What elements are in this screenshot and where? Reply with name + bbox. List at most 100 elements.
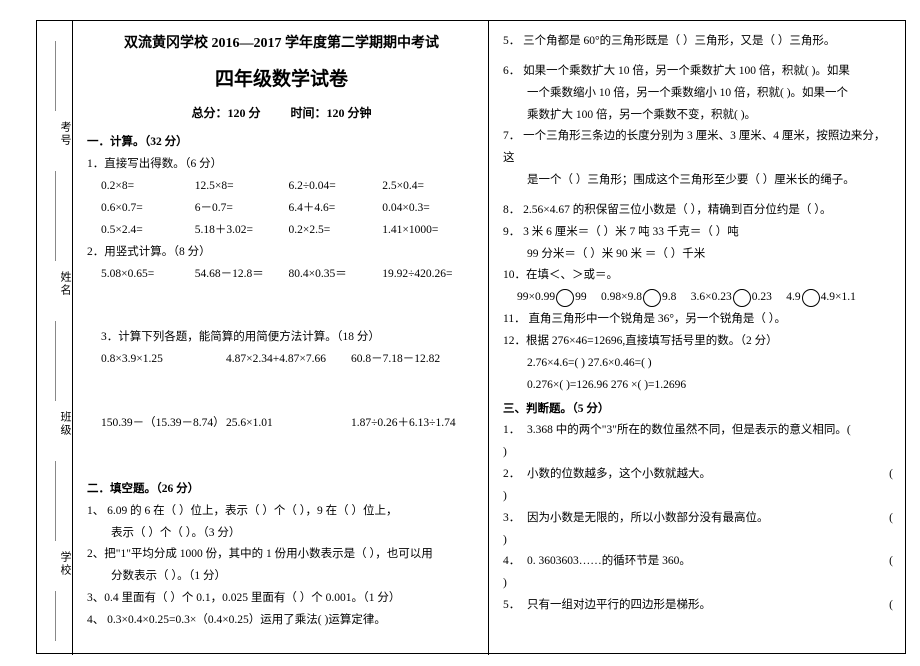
cmp-right: 9.8 xyxy=(662,291,676,303)
fill-q8: 8． 2.56×4.67 的积保留三位小数是（ ），精确到百分位约是（ ）。 xyxy=(503,200,893,222)
calc-row: 0.5×2.4= 5.18＋3.02= 0.2×2.5= 1.41×1000= xyxy=(87,220,476,242)
binding-label-class: 班级 xyxy=(37,411,73,437)
fill-q12a: 2.76×4.6=( ) 27.6×0.46=( ) xyxy=(503,353,893,375)
binding-column: 考号 姓名 班级 学校 xyxy=(37,21,73,655)
calc-item: 5.08×0.65= xyxy=(101,264,195,286)
calc-item: 6－0.7= xyxy=(195,198,289,220)
fill-q3: 3、0.4 里面有（ ）个 0.1，0.025 里面有（ ）个 0.001。（1… xyxy=(87,588,476,610)
calc-row: 0.2×8= 12.5×8= 6.2÷0.04= 2.5×0.4= xyxy=(87,176,476,198)
fill-q7b: 是一个（ ）三角形；围成这个三角形至少要（ ）厘米长的绳子。 xyxy=(503,170,893,192)
cmp-left: 4.9 xyxy=(786,291,800,303)
calc-item: 25.6×1.01 xyxy=(226,413,351,435)
q-number: 3． xyxy=(503,508,520,530)
binding-line xyxy=(55,321,56,401)
calc-item: 54.68－12.8＝ xyxy=(195,264,289,286)
sub-1-2: 2．用竖式计算。（8 分） xyxy=(87,242,476,264)
circle-blank xyxy=(802,289,820,307)
q-text: 只有一组对边平行的四边形是梯形。 xyxy=(527,599,711,611)
calc-item: 150.39－（15.39－8.74） xyxy=(101,413,226,435)
calc-row: 0.6×0.7= 6－0.7= 6.4＋4.6= 0.04×0.3= xyxy=(87,198,476,220)
cmp-left: 3.6×0.23 xyxy=(691,291,732,303)
time-limit: 时间：120 分钟 xyxy=(291,106,372,120)
fill-q6c: 乘数扩大 100 倍，另一个乘数不变，积就( )。 xyxy=(503,105,893,127)
binding-line xyxy=(55,461,56,541)
fill-q1a: 1、 6.09 的 6 在（ ）位上，表示（ ）个（ ），9 在（ ）位上， xyxy=(87,501,476,523)
calc-item: 1.41×1000= xyxy=(382,220,476,242)
fill-q6a: 6． 如果一个乘数扩大 10 倍，另一个乘数扩大 100 倍，积就( )。如果 xyxy=(503,61,893,83)
cmp-right: 99 xyxy=(575,291,587,303)
q-text: 因为小数是无限的，所以小数部分没有最高位。 xyxy=(527,512,769,524)
fill-q10: 10．在填＜、＞或＝。 xyxy=(503,265,893,287)
sub-1-1: 1．直接写出得数。（6 分） xyxy=(87,154,476,176)
paren-open: ( xyxy=(889,595,893,617)
calc-item: 0.6×0.7= xyxy=(101,198,195,220)
calc-row: 5.08×0.65= 54.68－12.8＝ 80.4×0.35＝ 19.92÷… xyxy=(87,264,476,286)
content-area: 双流黄冈学校 2016—2017 学年度第二学期期中考试 四年级数学试卷 总分：… xyxy=(73,21,905,655)
q-number: 4． xyxy=(503,551,520,573)
fill-q9a: 9． 3 米 6 厘米＝（ ）米 7 吨 33 千克＝（ ）吨 xyxy=(503,222,893,244)
fill-q2a: 2、把"1"平均分成 1000 份，其中的 1 份用小数表示是（ ），也可以用 xyxy=(87,544,476,566)
calc-row: 0.8×3.9×1.25 4.87×2.34+4.87×7.66 60.8－7.… xyxy=(87,349,476,371)
judge-q4: 4． 0. 3603603……的循环节是 360。 ( xyxy=(503,551,893,573)
judge-q1: 1． 3.368 中的两个"3"所在的数位虽然不同，但是表示的意义相同。( xyxy=(503,420,893,442)
judge-q2: 2． 小数的位数越多，这个小数就越大。 ( xyxy=(503,464,893,486)
calc-item: 12.5×8= xyxy=(195,176,289,198)
circle-blank xyxy=(643,289,661,307)
cmp-right: 0.23 xyxy=(752,291,772,303)
fill-q7a: 7． 一个三角形三条边的长度分别为 3 厘米、3 厘米、4 厘米，按照边来分，这 xyxy=(503,126,893,170)
circle-blank xyxy=(733,289,751,307)
fill-q6b: 一个乘数缩小 10 倍，另一个乘数缩小 10 倍，积就( )。如果一个 xyxy=(503,83,893,105)
calc-item: 2.5×0.4= xyxy=(382,176,476,198)
fill-q5: 5． 三个角都是 60°的三角形既是（ ）三角形，又是（ ）三角形。 xyxy=(503,31,893,53)
cmp-left: 99×0.99 xyxy=(517,291,555,303)
compare-row: 99×0.99 99 0.98×9.8 9.8 3.6×0.23 0.23 4.9 4.… xyxy=(503,287,893,309)
q-number: 2． xyxy=(503,464,520,486)
fill-q1b: 表示（ ）个（ ）。（3 分） xyxy=(87,523,476,545)
calc-item: 6.2÷0.04= xyxy=(289,176,383,198)
calc-row: 150.39－（15.39－8.74） 25.6×1.01 1.87÷0.26＋… xyxy=(87,413,476,435)
calc-item: 0.5×2.4= xyxy=(101,220,195,242)
paren-open: ( xyxy=(889,464,893,486)
right-column: 5． 三个角都是 60°的三角形既是（ ）三角形，又是（ ）三角形。 6． 如果… xyxy=(489,21,905,655)
fill-q4: 4、 0.3×0.4×0.25=0.3×（0.4×0.25）运用了乘法( )运算… xyxy=(87,610,476,632)
cmp-left: 0.98×9.8 xyxy=(601,291,642,303)
calc-item: 0.2×8= xyxy=(101,176,195,198)
binding-line xyxy=(55,171,56,261)
judge-paren-close: ) xyxy=(503,486,893,508)
calc-item: 80.4×0.35＝ xyxy=(289,264,383,286)
q-number: 1． xyxy=(503,420,520,442)
judge-q3: 3． 因为小数是无限的，所以小数部分没有最高位。 ( xyxy=(503,508,893,530)
judge-q5: 5． 只有一组对边平行的四边形是梯形。 ( xyxy=(503,595,893,617)
calc-item: 19.92÷420.26= xyxy=(382,264,476,286)
judge-paren-close: ) xyxy=(503,530,893,552)
school-title: 双流黄冈学校 2016—2017 学年度第二学期期中考试 xyxy=(87,31,476,58)
binding-line xyxy=(55,591,56,641)
cmp-right: 4.9×1.1 xyxy=(821,291,856,303)
q-text: 0. 3603603……的循环节是 360。 xyxy=(527,555,691,567)
circle-blank xyxy=(556,289,574,307)
calc-item: 0.04×0.3= xyxy=(382,198,476,220)
q-text: 3.368 中的两个"3"所在的数位虽然不同，但是表示的意义相同。( xyxy=(527,424,851,436)
calc-item: 0.8×3.9×1.25 xyxy=(101,349,226,371)
score-time-line: 总分：120 分 时间：120 分钟 xyxy=(87,102,476,125)
paren-open: ( xyxy=(889,508,893,530)
left-column: 双流黄冈学校 2016—2017 学年度第二学期期中考试 四年级数学试卷 总分：… xyxy=(73,21,489,655)
calc-item: 1.87÷0.26＋6.13÷1.74 xyxy=(351,413,476,435)
judge-paren-close: ) xyxy=(503,573,893,595)
binding-label-school: 学校 xyxy=(37,551,73,577)
binding-label-name: 姓名 xyxy=(37,271,73,297)
q-number: 5． xyxy=(503,595,520,617)
q-text: 小数的位数越多，这个小数就越大。 xyxy=(527,468,711,480)
section-1-heading: 一．计算。（32 分） xyxy=(87,132,476,154)
fill-q12: 12．根据 276×46=12696,直接填写括号里的数。（2 分） xyxy=(503,331,893,353)
paper-title: 四年级数学试卷 xyxy=(87,62,476,98)
calc-item: 60.8－7.18－12.82 xyxy=(351,349,476,371)
calc-item: 0.2×2.5= xyxy=(289,220,383,242)
total-score: 总分：120 分 xyxy=(191,106,260,120)
judge-paren-close: ) xyxy=(503,442,893,464)
binding-label-exam-number: 考号 xyxy=(37,121,73,147)
section-3-heading: 三、判断题。（5 分） xyxy=(503,399,893,421)
calc-item: 5.18＋3.02= xyxy=(195,220,289,242)
section-2-heading: 二．填空题。（26 分） xyxy=(87,479,476,501)
exam-page-frame: 考号 姓名 班级 学校 双流黄冈学校 2016—2017 学年度第二学期期中考试… xyxy=(36,20,906,654)
